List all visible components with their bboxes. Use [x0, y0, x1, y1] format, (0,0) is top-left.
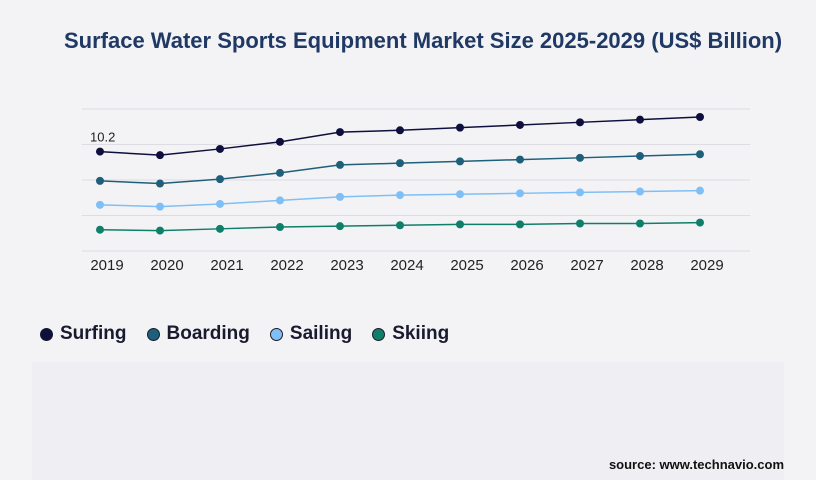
- data-point-surfing: [636, 115, 644, 124]
- data-point-boarding: [516, 155, 524, 164]
- x-tick-label: 2025: [450, 257, 483, 274]
- legend-item-sailing: Sailing: [269, 323, 353, 345]
- data-point-boarding: [216, 175, 224, 184]
- data-point-surfing: [396, 126, 404, 135]
- series-points: [96, 112, 704, 235]
- data-point-sailing: [576, 188, 584, 197]
- data-point-boarding: [336, 160, 344, 169]
- legend-item-boarding: Boarding: [146, 323, 250, 345]
- legend-item-skiing: Skiing: [372, 323, 449, 345]
- x-tick-label: 2020: [150, 257, 183, 274]
- data-point-sailing: [396, 191, 404, 200]
- x-tick-label: 2026: [510, 257, 543, 274]
- data-point-surfing: [516, 120, 524, 129]
- data-point-skiing: [396, 221, 404, 230]
- data-point-skiing: [216, 224, 224, 233]
- x-axis-ticks: 2019 2020 2021 2022 2023 2024 2025 2026 2027 2028…: [90, 257, 723, 274]
- data-point-surfing: [576, 118, 584, 127]
- series-line-surfing: [99, 116, 701, 156]
- x-tick-label: 2019: [90, 257, 123, 274]
- legend-label: Boarding: [166, 323, 250, 344]
- data-point-boarding: [636, 152, 644, 161]
- series-line-boarding: [99, 153, 701, 185]
- data-point-skiing: [636, 219, 644, 228]
- data-point-skiing: [96, 225, 104, 234]
- gridlines: [82, 108, 750, 252]
- x-tick-label: 2028: [630, 257, 663, 274]
- x-tick-label: 2027: [570, 257, 603, 274]
- data-point-sailing: [216, 199, 224, 208]
- line-chart: 10.2 2019 2020 2021 2022 2023 2024 2025 2026 202…: [82, 108, 750, 274]
- data-point-sailing: [636, 187, 644, 196]
- data-point-boarding: [156, 179, 164, 188]
- data-point-skiing: [516, 220, 524, 229]
- data-point-skiing: [336, 222, 344, 231]
- x-tick-label: 2023: [330, 257, 363, 274]
- x-tick-label: 2022: [270, 257, 303, 274]
- data-point-skiing: [156, 226, 164, 235]
- data-point-boarding: [276, 168, 284, 177]
- data-point-boarding: [96, 176, 104, 185]
- data-point-boarding: [576, 153, 584, 162]
- data-point-surfing: [96, 147, 104, 156]
- legend-marker: [40, 327, 53, 341]
- data-point-skiing: [276, 223, 284, 232]
- data-point-boarding: [456, 157, 464, 166]
- data-point-surfing: [696, 112, 704, 121]
- data-point-surfing: [456, 123, 464, 132]
- data-point-skiing: [696, 218, 704, 227]
- data-point-sailing: [336, 192, 344, 201]
- bottom-panel: [32, 362, 784, 480]
- data-point-surfing: [336, 128, 344, 137]
- data-labels: 10.2: [90, 130, 115, 145]
- data-point-sailing: [276, 196, 284, 205]
- data-point-boarding: [696, 150, 704, 159]
- data-label: 10.2: [90, 130, 115, 145]
- legend-label: Surfing: [60, 323, 127, 344]
- chart-title: Surface Water Sports Equipment Market Si…: [63, 28, 783, 53]
- legend: Surfing Boarding Sailing Skiing: [40, 323, 449, 345]
- legend-item-surfing: Surfing: [40, 323, 127, 345]
- legend-marker: [269, 327, 283, 341]
- data-point-sailing: [456, 190, 464, 199]
- legend-label: Sailing: [289, 323, 353, 344]
- source-note: source: www.technavio.com: [608, 457, 784, 472]
- x-tick-label: 2021: [210, 257, 243, 274]
- legend-label: Skiing: [392, 323, 450, 344]
- legend-marker: [372, 327, 386, 341]
- legend-marker: [146, 327, 160, 341]
- data-point-sailing: [516, 189, 524, 198]
- data-point-skiing: [576, 219, 584, 228]
- data-point-surfing: [276, 137, 284, 146]
- data-point-surfing: [216, 144, 224, 153]
- data-point-sailing: [96, 200, 104, 209]
- data-point-sailing: [156, 202, 164, 211]
- x-tick-label: 2024: [390, 257, 423, 274]
- data-point-boarding: [396, 159, 404, 168]
- x-tick-label: 2029: [690, 257, 723, 274]
- data-point-surfing: [156, 151, 164, 160]
- data-point-sailing: [696, 186, 704, 195]
- data-point-skiing: [456, 220, 464, 229]
